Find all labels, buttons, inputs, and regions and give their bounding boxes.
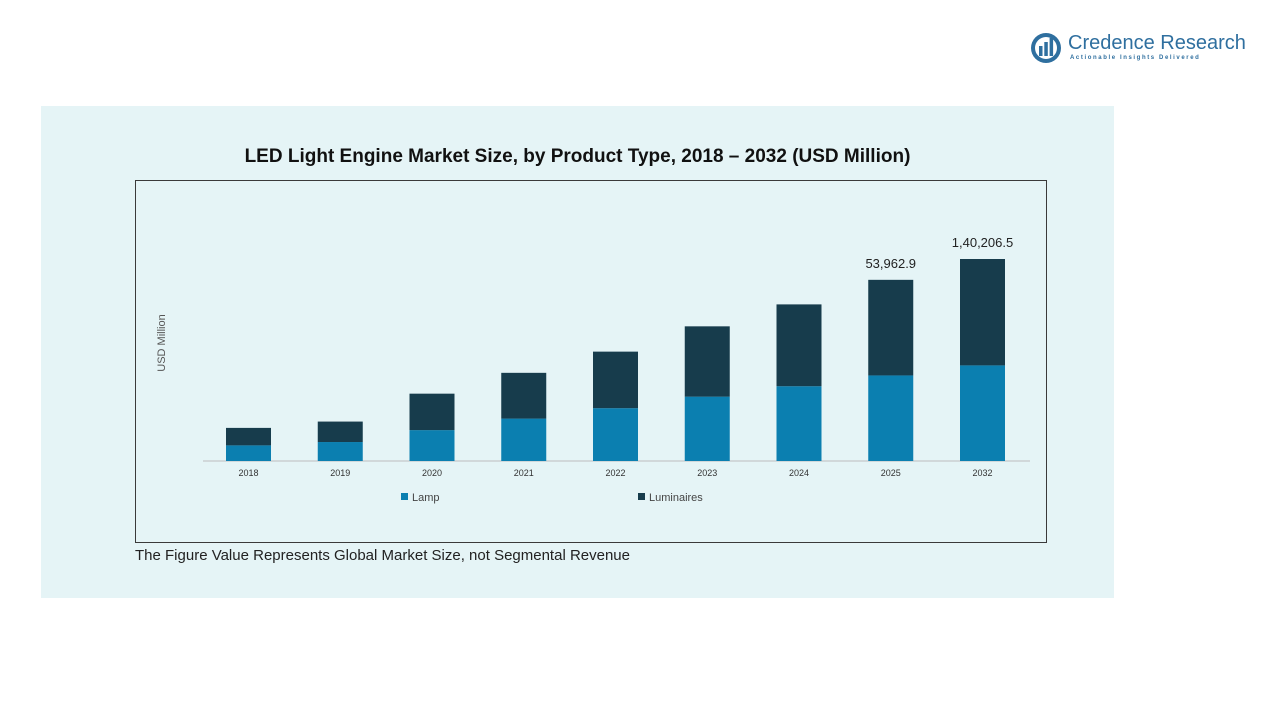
bar-luminaires-2019 (317, 421, 363, 443)
bar-luminaires-2021 (501, 372, 547, 419)
bar-lamp-2018 (226, 445, 271, 461)
bar-luminaires-2022 (593, 351, 638, 409)
bar-lamp-2022 (593, 408, 638, 461)
bar-lamp-2023 (684, 396, 730, 461)
brand-tagline: Actionable Insights Delivered (1070, 55, 1201, 61)
x-tick-label-2021: 2021 (514, 468, 534, 478)
bar-lamp-2020 (409, 430, 455, 461)
bar-luminaires-2018 (226, 427, 271, 446)
brand-logo: Credence Research Actionable Insights De… (1030, 30, 1246, 66)
bar-lamp-2025 (868, 375, 914, 461)
x-tick-label-2020: 2020 (422, 468, 442, 478)
chart-panel (41, 106, 1114, 598)
x-tick-label-2023: 2023 (697, 468, 717, 478)
footnote: The Figure Value Represents Global Marke… (135, 547, 630, 564)
x-tick-label-2024: 2024 (789, 468, 809, 478)
chart-title: LED Light Engine Market Size, by Product… (244, 146, 911, 167)
data-label-2025: 53,962.9 (865, 256, 916, 271)
x-tick-label-2018: 2018 (238, 468, 258, 478)
bar-luminaires-2020 (409, 393, 455, 431)
bar-lamp-2021 (501, 418, 547, 461)
x-tick-label-2022: 2022 (605, 468, 625, 478)
legend-swatch-luminaires (638, 493, 645, 500)
legend-label-lamp: Lamp (412, 492, 440, 504)
x-tick-label-2032: 2032 (972, 468, 992, 478)
bar-lamp-2032 (960, 365, 1005, 461)
y-axis-label: USD Million (156, 314, 168, 371)
legend-swatch-lamp (401, 493, 408, 500)
bar-lamp-2019 (317, 442, 363, 461)
brand-name: Credence Research (1068, 32, 1246, 54)
bar-luminaires-2024 (776, 304, 822, 387)
bar-luminaires-2032 (960, 259, 1005, 366)
plot-area (135, 180, 1047, 543)
data-label-2032: 1,40,206.5 (952, 235, 1013, 250)
x-tick-label-2019: 2019 (330, 468, 350, 478)
bar-lamp-2024 (776, 386, 822, 461)
brand-mark-icon (1031, 33, 1061, 63)
x-tick-label-2025: 2025 (881, 468, 901, 478)
bar-luminaires-2023 (684, 326, 730, 397)
bar-luminaires-2025 (868, 279, 914, 376)
legend-label-luminaires: Luminaires (649, 492, 703, 504)
